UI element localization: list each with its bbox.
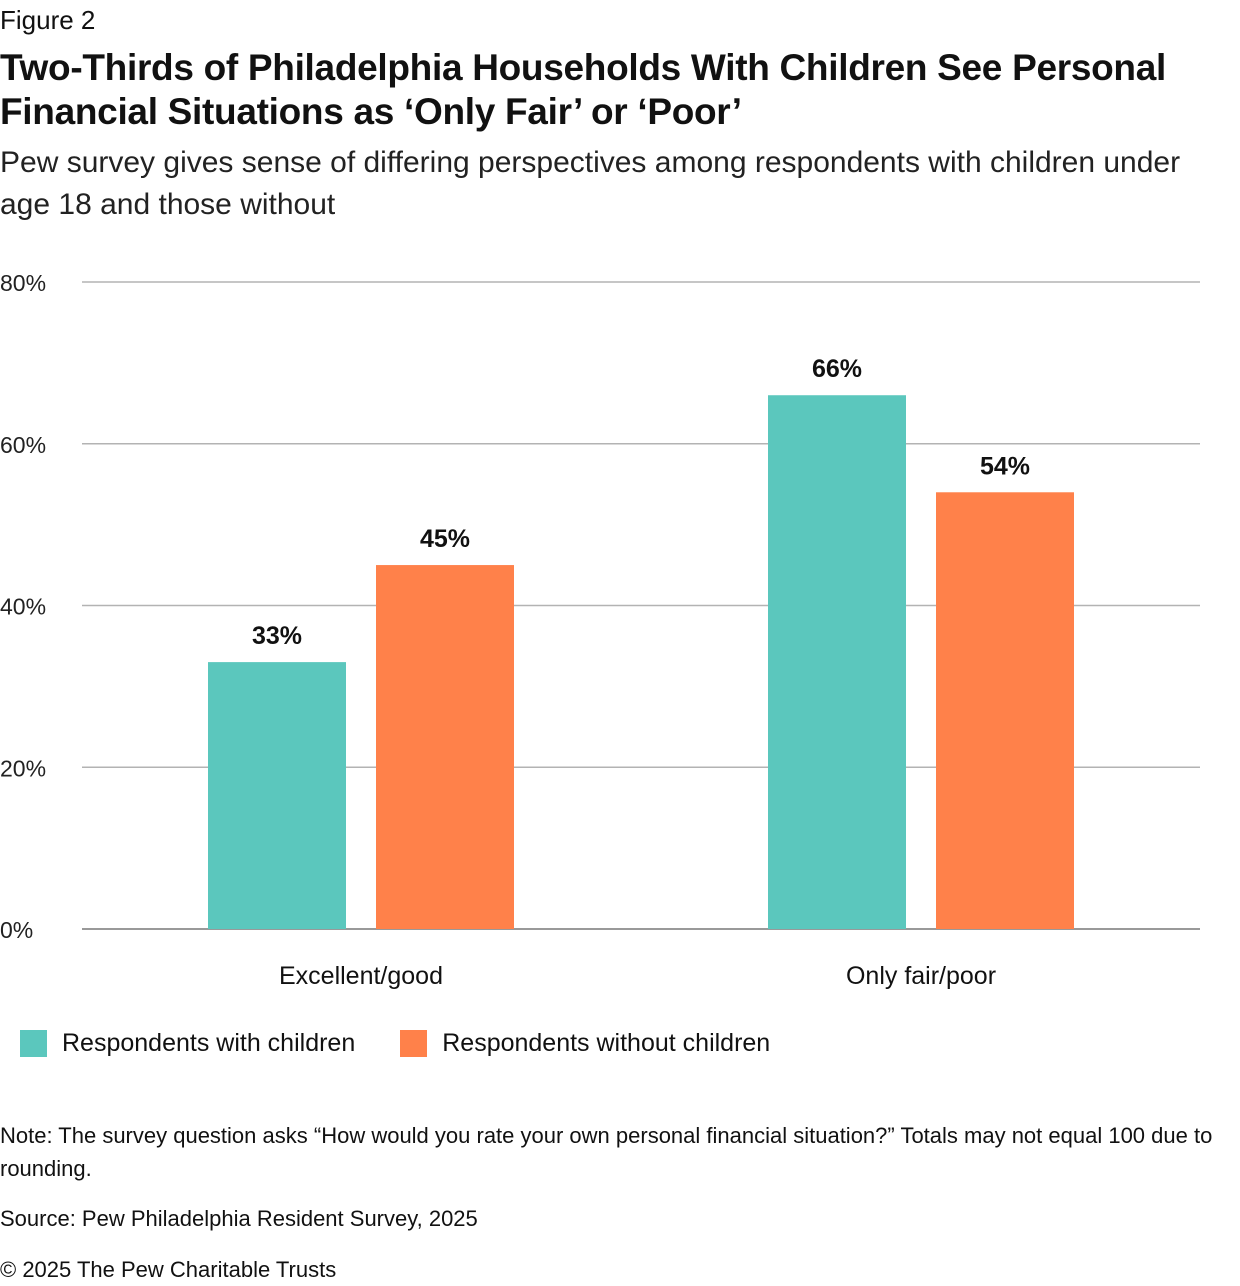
x-category-label: Only fair/poor — [846, 962, 996, 990]
bar-without-children-1 — [936, 492, 1074, 929]
legend-item-without-children: Respondents without children — [400, 1026, 770, 1060]
y-tick-label: 80% — [0, 270, 46, 296]
copyright: © 2025 The Pew Charitable Trusts — [0, 1257, 337, 1282]
bar-without-children-0 — [376, 565, 514, 929]
chart-source: Source: Pew Philadelphia Resident Survey… — [0, 1206, 478, 1231]
legend-label-without-children: Respondents without children — [442, 1029, 771, 1057]
chart-note: Note: The survey question asks “How woul… — [0, 1123, 1213, 1181]
legend-label-with-children: Respondents with children — [62, 1029, 356, 1057]
data-label: 54% — [980, 452, 1030, 480]
data-label: 66% — [812, 355, 862, 383]
y-tick-label: 20% — [0, 755, 46, 781]
y-tick-label: 40% — [0, 594, 46, 620]
bar-chart: 0% 20% 40% 60% 80% 33% 45% Excellent/good 66% 54%… — [0, 270, 1200, 990]
legend-swatch-without-children — [400, 1029, 428, 1057]
data-label: 45% — [420, 525, 470, 553]
chart-title: Two-Thirds of Philadelphia Households Wi… — [0, 47, 1166, 132]
bar-with-children-0 — [208, 662, 346, 929]
chart-subtitle: Pew survey gives sense of differing pers… — [0, 146, 1181, 221]
legend: Respondents with children Respondents wi… — [20, 1026, 815, 1060]
bar-with-children-1 — [768, 395, 906, 930]
label-layer: 0% 20% 40% 60% 80% 33% 45% Excellent/good 66% 54%… — [0, 270, 1030, 990]
y-tick-label: 0% — [0, 917, 33, 943]
legend-item-with-children: Respondents with children — [20, 1026, 355, 1060]
bar-layer — [208, 395, 1074, 930]
x-category-label: Excellent/good — [279, 962, 443, 990]
y-tick-label: 60% — [0, 432, 46, 458]
figure-label: Figure 2 — [0, 5, 96, 35]
data-label: 33% — [252, 622, 302, 650]
legend-swatch-with-children — [20, 1029, 47, 1057]
